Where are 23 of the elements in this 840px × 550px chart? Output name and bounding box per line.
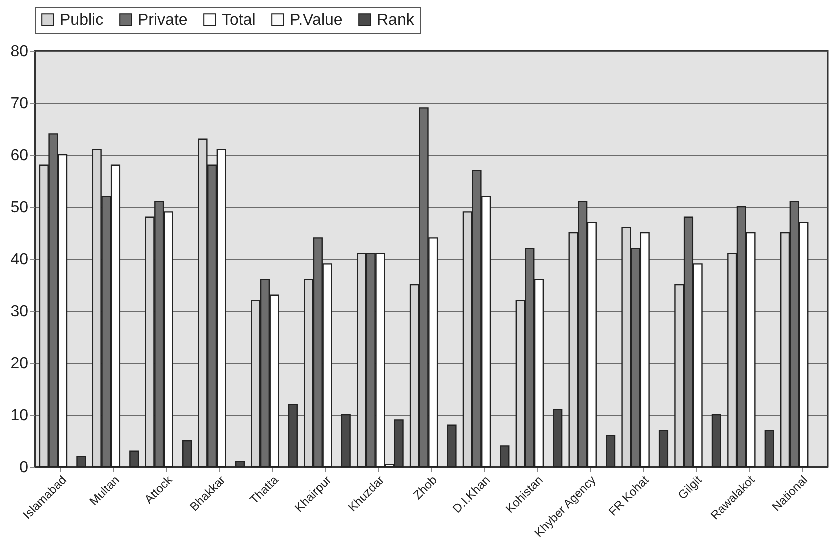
bar [606,435,616,468]
legend-label: Private [138,12,188,29]
y-tick-label: 80 [10,44,29,60]
bar [130,450,140,468]
legend-label: Total [222,12,256,29]
bar [764,430,774,468]
legend-label: P.Value [290,12,343,29]
y-tick-label: 60 [10,148,29,164]
legend-label: Public [60,12,104,29]
y-tick-label: 0 [20,460,29,476]
y-tick-label: 30 [10,304,29,320]
bar [235,461,246,468]
y-tick-label: 70 [10,96,29,112]
bar [447,424,457,468]
bar [182,440,192,468]
bar [500,446,510,468]
y-tick-label: 50 [10,200,29,216]
legend-label: Rank [377,12,416,29]
y-tick-label: 10 [10,408,29,424]
y-tick-label: 40 [10,252,29,268]
y-tick-label: 20 [10,356,29,372]
bar [658,430,669,468]
bar [76,456,86,468]
